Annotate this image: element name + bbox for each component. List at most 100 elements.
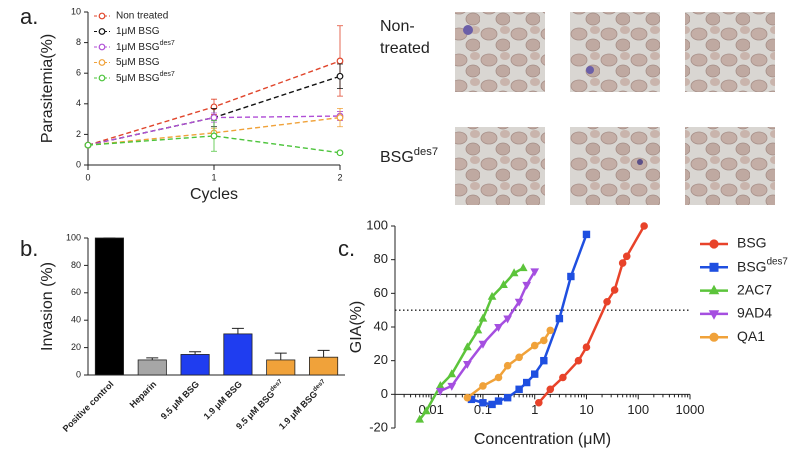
x-tick-label: 9.5 μM BSG — [159, 379, 201, 421]
y-tick-label: 0 — [76, 369, 81, 379]
parasite — [463, 25, 473, 35]
marker — [640, 222, 648, 230]
x-axis-label: Concentration (μM) — [474, 431, 611, 448]
legend-label: 9AD4 — [737, 305, 772, 321]
marker — [540, 336, 548, 345]
marker — [709, 262, 719, 272]
y-tick-label: 60 — [374, 285, 388, 300]
marker — [98, 12, 106, 20]
micrograph — [455, 127, 545, 205]
x-tick-label: 10 — [579, 402, 593, 417]
x-tick-label: 1.9 μM BSG — [202, 379, 244, 421]
marker — [447, 369, 457, 378]
marker — [488, 400, 496, 409]
panel-label: c. — [338, 236, 355, 261]
error-bar — [146, 357, 159, 360]
marker — [479, 382, 487, 390]
micrographs: Non-treated BSGdes7 — [380, 12, 775, 205]
x-tick-label: 1 — [211, 172, 216, 182]
y-tick-label: 0 — [381, 386, 388, 401]
x-tick-label: 0.1 — [474, 402, 492, 417]
legend-label: 1μM BSG — [116, 26, 160, 37]
y-tick-label: 10 — [71, 6, 81, 16]
marker — [98, 28, 106, 35]
y-tick-label: -20 — [369, 419, 388, 434]
marker — [622, 252, 631, 261]
marker — [98, 59, 106, 66]
y-tick-label: 80 — [374, 251, 388, 266]
marker — [574, 356, 583, 365]
y-tick-label: 40 — [71, 315, 81, 325]
marker — [473, 325, 483, 334]
error-bar — [189, 351, 202, 355]
marker — [546, 385, 555, 394]
y-axis-label: GIA(%) — [348, 301, 365, 353]
legend-label: BSG — [737, 235, 767, 251]
marker — [546, 326, 555, 335]
x-axis-label: Cycles — [190, 186, 238, 203]
legend-label: Non treated — [116, 11, 168, 22]
marker — [210, 132, 218, 140]
legend-label: BSGdes7 — [737, 256, 788, 274]
y-axis-label: Invasion (%) — [39, 262, 56, 351]
panel-label: a. — [20, 4, 38, 29]
marker — [509, 268, 519, 277]
marker — [522, 378, 531, 387]
marker — [494, 323, 503, 332]
marker — [336, 114, 344, 121]
marker — [709, 239, 719, 249]
image-row-label: Non-treated — [380, 18, 430, 57]
marker — [478, 313, 488, 322]
bar — [223, 333, 253, 376]
series-line — [87, 116, 341, 146]
marker — [708, 284, 720, 295]
micrograph — [685, 127, 775, 205]
panel-label: b. — [20, 236, 38, 261]
marker — [518, 263, 528, 272]
marker — [582, 230, 591, 239]
marker — [478, 340, 488, 349]
series-line — [439, 270, 536, 393]
x-tick-label: 1000 — [676, 402, 705, 417]
marker — [463, 393, 472, 402]
legend-label: QA1 — [737, 328, 765, 344]
marker — [98, 43, 106, 51]
y-tick-label: 100 — [66, 232, 81, 242]
marker — [494, 373, 503, 382]
x-tick-label: 1.9 μM BSGdes7 — [276, 378, 330, 432]
marker — [336, 57, 344, 65]
marker — [514, 298, 524, 307]
marker — [559, 373, 567, 382]
x-tick-label: Positive control — [61, 379, 116, 434]
marker — [618, 259, 627, 267]
marker — [487, 291, 497, 300]
legend-label: 5μM BSGdes7 — [116, 71, 175, 83]
marker — [515, 353, 523, 362]
bar — [180, 354, 210, 376]
marker — [530, 268, 540, 277]
bar — [309, 356, 339, 376]
marker — [336, 72, 344, 80]
marker — [610, 286, 619, 294]
marker — [84, 141, 92, 149]
marker — [540, 356, 548, 365]
y-axis-label: Parasitemia(%) — [39, 34, 56, 143]
y-tick-label: 80 — [71, 260, 81, 270]
x-tick-label: 1 — [531, 402, 538, 417]
marker — [530, 341, 539, 350]
marker — [415, 414, 425, 423]
marker — [531, 370, 539, 378]
marker — [567, 272, 575, 281]
micrograph — [685, 12, 775, 92]
series-line — [87, 135, 341, 154]
error-bar — [317, 349, 330, 358]
y-tick-label: 8 — [76, 37, 81, 47]
marker — [522, 281, 532, 290]
parasite — [637, 159, 643, 165]
image-row-label: BSGdes7 — [380, 146, 438, 166]
marker — [708, 310, 720, 320]
marker — [515, 385, 523, 393]
marker — [336, 149, 344, 157]
marker — [503, 361, 512, 370]
